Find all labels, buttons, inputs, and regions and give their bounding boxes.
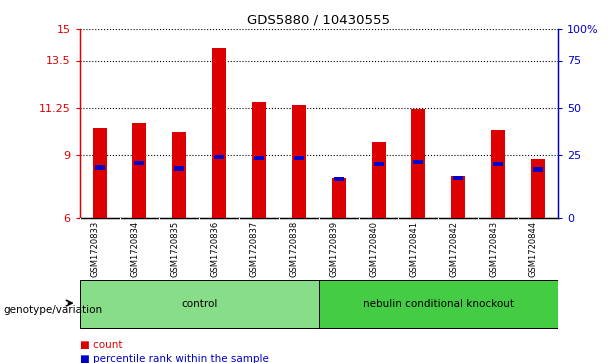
Bar — [94, 166, 105, 170]
Bar — [294, 156, 304, 160]
Bar — [214, 155, 224, 159]
Bar — [172, 132, 186, 218]
Bar — [212, 48, 226, 218]
Text: GSM1720838: GSM1720838 — [290, 221, 299, 277]
Bar — [319, 280, 558, 328]
Text: GSM1720841: GSM1720841 — [409, 221, 418, 277]
Text: ■ count: ■ count — [80, 340, 122, 350]
Bar — [411, 109, 425, 218]
Bar — [373, 162, 384, 166]
Text: genotype/variation: genotype/variation — [3, 305, 102, 315]
Bar — [254, 156, 264, 160]
Bar — [80, 280, 319, 328]
Text: GSM1720834: GSM1720834 — [131, 221, 139, 277]
Text: GSM1720835: GSM1720835 — [170, 221, 180, 277]
Text: GSM1720833: GSM1720833 — [91, 221, 99, 277]
Bar — [493, 162, 503, 166]
Bar — [413, 160, 424, 164]
Bar — [292, 105, 306, 218]
Text: GSM1720839: GSM1720839 — [330, 221, 338, 277]
Bar — [134, 161, 145, 166]
Text: GSM1720840: GSM1720840 — [370, 221, 378, 277]
Bar — [132, 123, 147, 218]
Text: nebulin conditional knockout: nebulin conditional knockout — [363, 299, 514, 309]
Bar — [451, 176, 465, 218]
Text: GSM1720843: GSM1720843 — [489, 221, 498, 277]
Bar — [491, 130, 505, 218]
Text: control: control — [181, 299, 218, 309]
Text: GSM1720844: GSM1720844 — [529, 221, 538, 277]
Bar — [371, 142, 386, 218]
Text: ■ percentile rank within the sample: ■ percentile rank within the sample — [80, 354, 268, 363]
Text: GSM1720842: GSM1720842 — [449, 221, 459, 277]
Bar — [333, 177, 344, 181]
Title: GDS5880 / 10430555: GDS5880 / 10430555 — [247, 13, 390, 26]
Bar — [453, 176, 463, 180]
Bar — [332, 178, 346, 218]
Bar — [93, 128, 107, 218]
Text: GSM1720837: GSM1720837 — [250, 221, 259, 277]
Bar — [531, 159, 545, 218]
Bar — [252, 102, 266, 218]
Text: GSM1720836: GSM1720836 — [210, 221, 219, 277]
Bar — [174, 166, 185, 171]
Bar — [533, 167, 543, 172]
